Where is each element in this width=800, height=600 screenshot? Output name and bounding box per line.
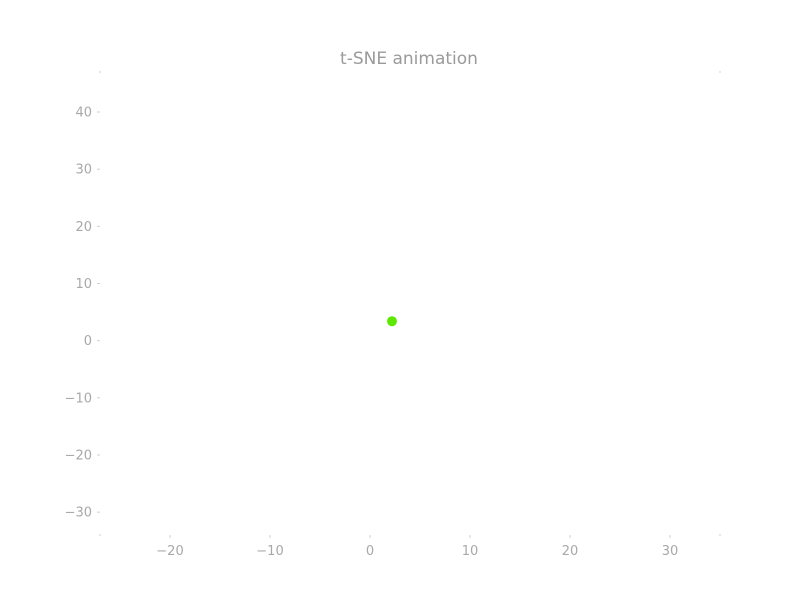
y-tick-label: −10 [65, 391, 92, 406]
x-axis: −20 −10 0 10 20 30 [156, 535, 678, 559]
x-tick-label: 0 [366, 544, 374, 559]
scatter-point [387, 316, 397, 327]
y-tick-label: 30 [75, 163, 92, 178]
y-tick-label: 10 [75, 277, 92, 292]
y-tick-label: −20 [65, 448, 92, 463]
x-tick-label: −10 [256, 544, 283, 559]
y-axis: 40 30 20 10 0 −10 −20 −30 [65, 106, 100, 521]
y-tick-label: −30 [65, 506, 92, 521]
scatter-points [387, 316, 397, 327]
y-tick-label: 40 [75, 106, 92, 121]
axes-corner-marker [98, 70, 102, 74]
x-tick-label: 30 [662, 544, 679, 559]
x-tick-label: −20 [156, 544, 183, 559]
axes-corner-marker [98, 533, 102, 537]
y-tick-label: 20 [75, 220, 92, 235]
axes-corner-marker [718, 533, 722, 537]
y-tick-label: 0 [84, 334, 92, 349]
chart-title: t-SNE animation [340, 49, 478, 69]
x-tick-label: 10 [462, 544, 479, 559]
x-tick-label: 20 [562, 544, 579, 559]
axes-corner-marker [718, 70, 722, 74]
